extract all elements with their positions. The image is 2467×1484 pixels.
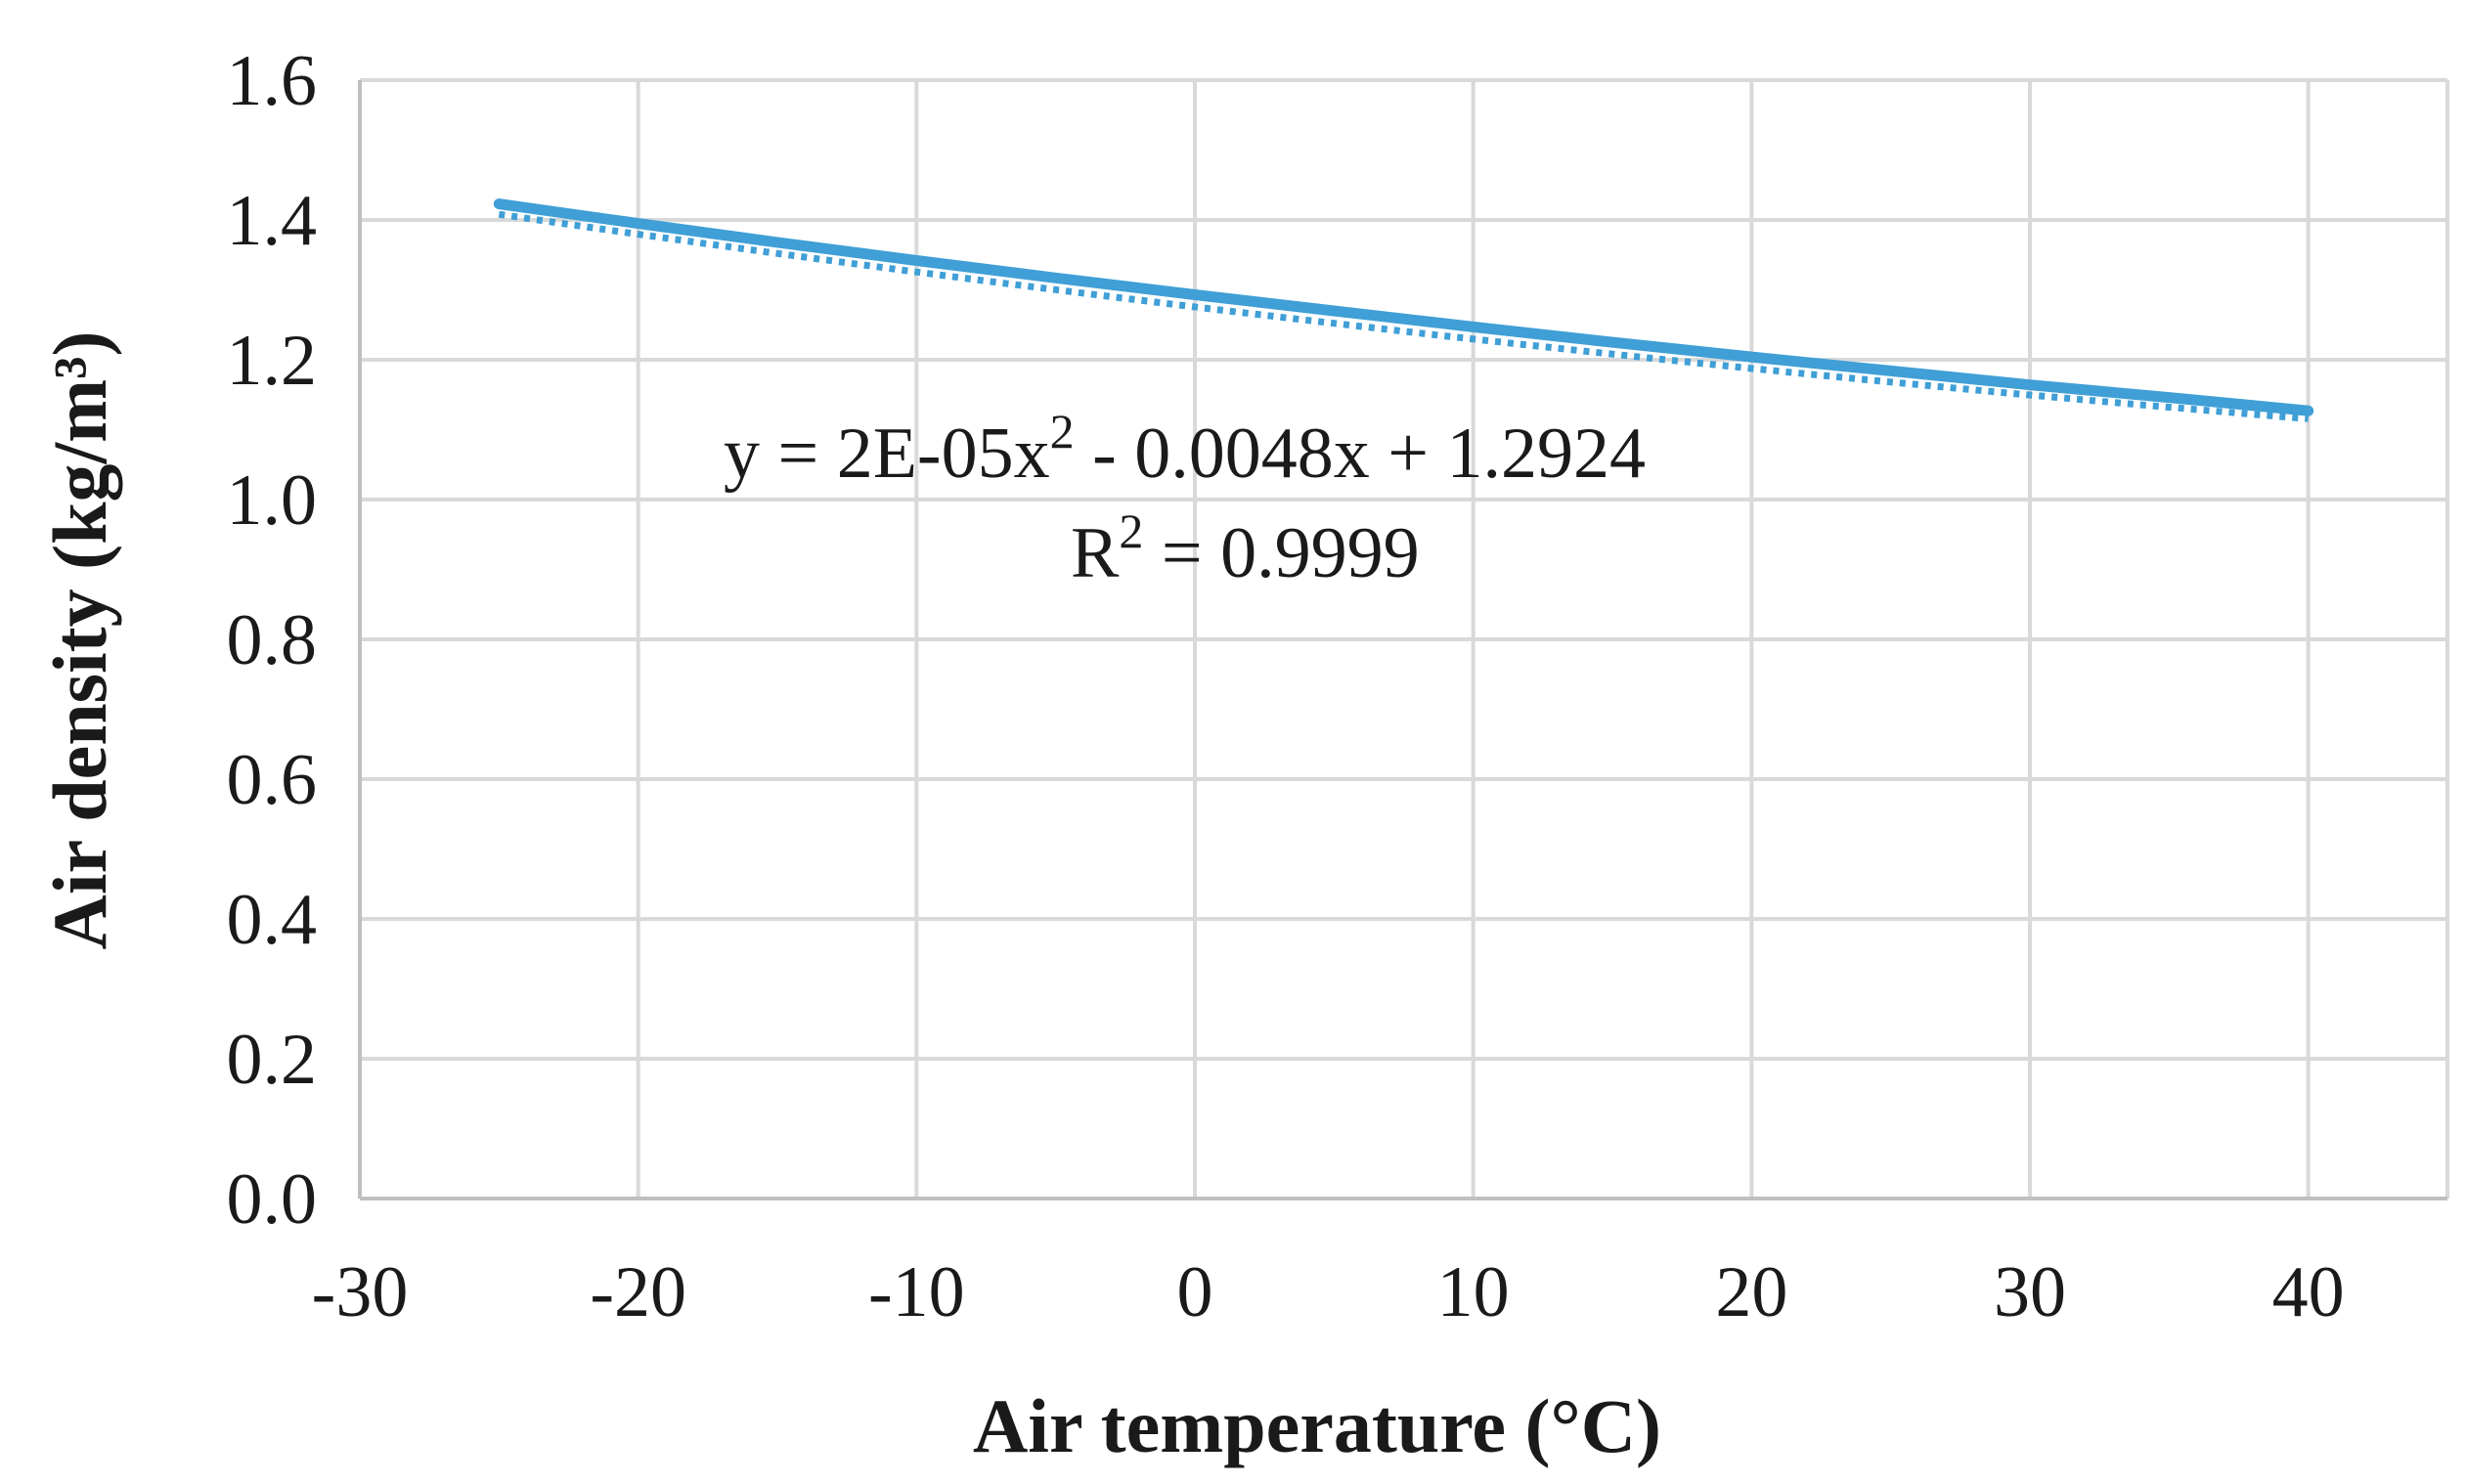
- y-axis-title: Air density (kg/m³): [37, 331, 122, 950]
- y-tick-label: 0.6: [227, 740, 318, 820]
- trendline: [498, 210, 2309, 422]
- y-tick-label: 0.8: [227, 600, 318, 680]
- x-tick-label: 10: [1437, 1252, 1510, 1332]
- trendline-equation: y = 2E-05x2 - 0.0048x + 1.2924: [724, 404, 1646, 494]
- x-tick-label: -20: [590, 1252, 686, 1332]
- y-tick-label: 1.4: [227, 181, 318, 261]
- y-tick-label: 1.0: [227, 460, 318, 541]
- x-tick-label: 20: [1715, 1252, 1787, 1332]
- y-tick-labels: 0.0 0.2 0.4 0.6 0.8 1.0 1.2 1.4 1.6: [227, 41, 318, 1240]
- x-tick-label: 30: [1994, 1252, 2066, 1332]
- y-tick-label: 0.4: [227, 880, 318, 960]
- x-tick-label: -10: [868, 1252, 965, 1332]
- data-series-line: [493, 198, 2314, 416]
- series-layer: [493, 198, 2314, 416]
- y-tick-label: 1.6: [227, 41, 318, 121]
- x-axis-title: Air temperature (°C): [973, 1383, 1661, 1468]
- y-tick-label: 0.0: [227, 1159, 318, 1240]
- x-tick-label: -30: [312, 1252, 409, 1332]
- y-tick-label: 0.2: [227, 1020, 318, 1100]
- x-tick-labels: -30 -20 -10 0 10 20 30 40: [312, 1252, 2345, 1332]
- r-squared-label: R2 = 0.9999: [1071, 503, 1420, 593]
- x-tick-label: 40: [2272, 1252, 2345, 1332]
- horizontal-gridlines: [360, 78, 2447, 1061]
- x-tick-label: 0: [1177, 1252, 1213, 1332]
- y-tick-label: 1.2: [227, 321, 318, 401]
